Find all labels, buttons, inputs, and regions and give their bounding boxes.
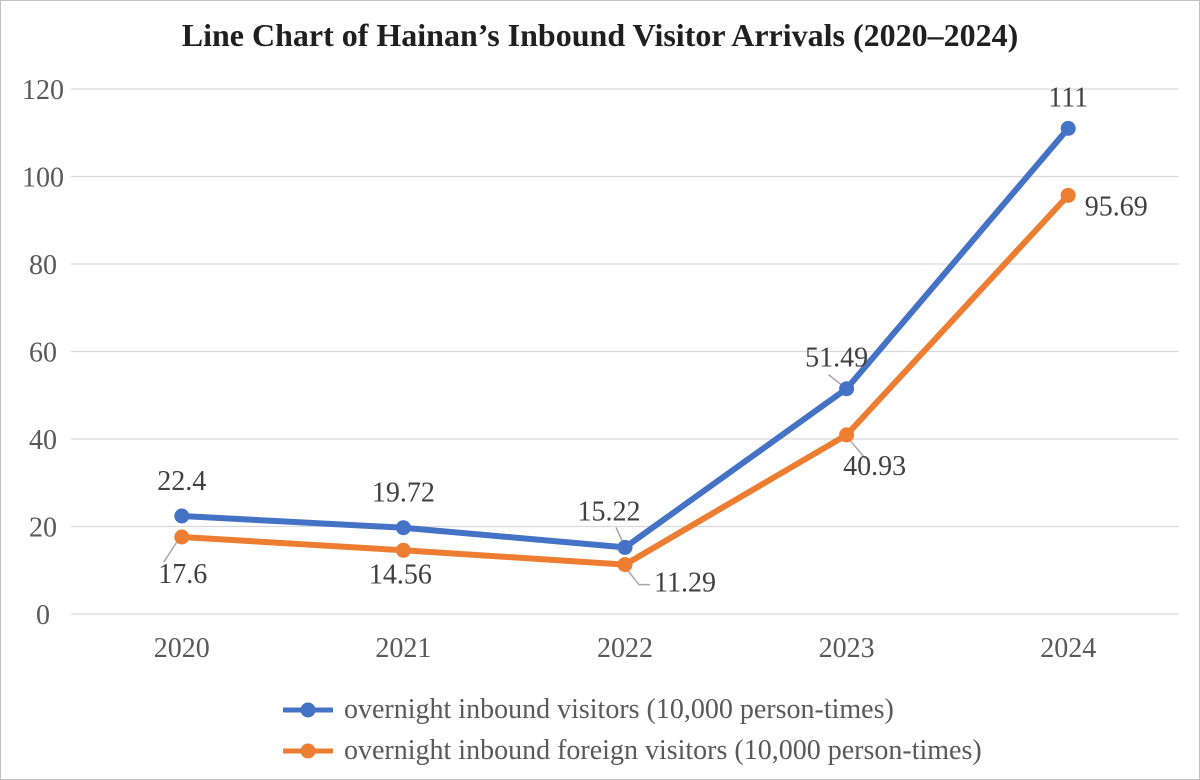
data-point-marker: [1060, 187, 1076, 203]
data-label: 95.69: [1085, 191, 1148, 222]
x-axis-tick-label: 2024: [1040, 633, 1096, 664]
data-point-marker: [1060, 120, 1076, 136]
data-label-leader-line: [850, 440, 867, 460]
data-label: 11.29: [654, 568, 716, 599]
data-label: 22.4: [157, 466, 206, 497]
x-axis-tick-label: 2021: [375, 633, 431, 664]
y-axis-tick-label: 80: [29, 250, 57, 281]
y-axis-tick-label: 0: [36, 600, 50, 631]
legend-marker-line-dot-icon: [283, 743, 333, 759]
data-label: 19.72: [372, 478, 435, 509]
chart-title: Line Chart of Hainan’s Inbound Visitor A…: [181, 17, 1019, 53]
data-point-marker: [174, 529, 190, 545]
y-axis-tick-label: 40: [29, 425, 57, 456]
data-label: 51.49: [805, 343, 868, 374]
data-label: 15.22: [578, 496, 641, 527]
data-label: 14.56: [369, 559, 432, 590]
data-point-marker: [174, 508, 190, 524]
data-label-leader-line: [828, 374, 844, 387]
legend-marker-line-dot-icon: [283, 702, 333, 718]
x-axis-tick-label: 2023: [819, 633, 875, 664]
data-label: 111: [1048, 82, 1088, 113]
data-label-leader-line: [615, 527, 624, 543]
y-axis-tick-label: 100: [22, 163, 64, 194]
x-axis-tick-label: 2022: [597, 633, 653, 664]
data-label: 17.6: [158, 559, 207, 590]
x-axis-tick-label: 2020: [154, 633, 210, 664]
y-axis-tick-label: 60: [29, 338, 57, 369]
data-label-leader-line: [626, 569, 650, 586]
legend-item-overnight-inbound-visitors: overnight inbound visitors (10,000 perso…: [283, 694, 982, 725]
data-point-marker: [395, 542, 411, 558]
data-point-marker: [617, 539, 633, 555]
data-label: 40.93: [843, 451, 906, 482]
data-point-marker: [839, 427, 855, 443]
legend-item-overnight-inbound-foreign-visitors: overnight inbound foreign visitors (10,0…: [283, 735, 982, 766]
y-axis-tick-label: 20: [29, 513, 57, 544]
data-label-leader-line: [163, 541, 178, 563]
data-point-marker: [395, 520, 411, 536]
data-point-marker: [839, 381, 855, 397]
legend-label-overnight-inbound-foreign-visitors: overnight inbound foreign visitors (10,0…: [344, 735, 982, 766]
y-axis-tick-label: 120: [22, 75, 64, 106]
legend-label-overnight-inbound-visitors: overnight inbound visitors (10,000 perso…: [344, 694, 894, 725]
data-point-marker: [617, 557, 633, 573]
chart-legend: overnight inbound visitors (10,000 perso…: [283, 694, 982, 777]
